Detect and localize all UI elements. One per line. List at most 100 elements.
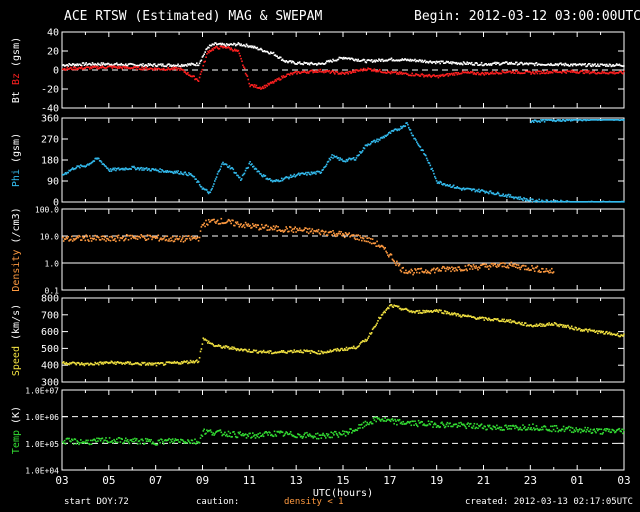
data-point <box>370 60 372 62</box>
data-point <box>427 420 430 422</box>
data-point <box>548 71 550 73</box>
data-point <box>342 430 344 432</box>
data-point <box>161 68 163 70</box>
data-point <box>125 63 127 65</box>
data-point <box>370 142 372 145</box>
data-point <box>551 430 553 433</box>
x-tick-label: 03 <box>55 474 68 487</box>
data-point <box>481 263 484 266</box>
data-point <box>247 435 250 438</box>
series-phi-wrap <box>530 119 625 124</box>
data-point <box>543 325 546 327</box>
data-point <box>484 63 486 65</box>
data-point <box>274 226 277 229</box>
data-point <box>123 65 125 68</box>
data-point <box>517 321 520 324</box>
data-point <box>330 231 332 233</box>
data-point <box>196 79 199 82</box>
data-point <box>374 61 377 63</box>
data-point <box>610 201 613 203</box>
data-point <box>330 350 332 353</box>
data-point <box>601 63 604 66</box>
data-point <box>389 132 392 134</box>
data-point <box>375 245 377 247</box>
data-point <box>188 235 190 237</box>
data-point <box>241 348 243 351</box>
data-point <box>553 119 556 122</box>
data-point <box>76 63 78 65</box>
data-point <box>97 362 99 364</box>
data-point <box>162 237 165 240</box>
data-point <box>169 441 171 444</box>
data-point <box>578 63 580 66</box>
data-point <box>218 345 221 347</box>
data-point <box>500 426 503 429</box>
data-point <box>243 226 246 229</box>
data-point <box>590 72 593 74</box>
data-point <box>478 64 480 66</box>
data-point <box>98 437 100 440</box>
data-point <box>155 169 158 172</box>
data-point <box>471 71 474 73</box>
data-point <box>77 165 79 168</box>
data-point <box>367 240 369 243</box>
data-point <box>575 427 577 429</box>
data-point <box>413 74 415 77</box>
data-point <box>257 433 259 435</box>
data-point <box>247 350 250 353</box>
data-point <box>295 174 297 177</box>
data-point <box>172 64 175 66</box>
data-point <box>74 66 77 69</box>
data-point <box>203 61 205 63</box>
data-point <box>542 119 545 121</box>
data-point <box>545 268 548 270</box>
data-point <box>271 180 274 183</box>
data-point <box>422 309 424 312</box>
data-point <box>437 76 440 79</box>
data-point <box>432 170 434 172</box>
data-point <box>344 349 347 351</box>
data-point <box>422 149 424 152</box>
data-point <box>580 64 583 67</box>
data-point <box>455 72 458 74</box>
data-point <box>586 429 588 431</box>
data-point <box>574 71 577 73</box>
data-point <box>270 52 273 54</box>
data-point <box>471 188 474 191</box>
data-point <box>503 265 505 268</box>
data-point <box>170 171 172 173</box>
data-point <box>291 351 294 354</box>
data-point <box>437 425 440 427</box>
data-point <box>490 427 493 430</box>
data-point <box>389 58 392 61</box>
data-point <box>567 200 569 203</box>
data-point <box>141 66 143 69</box>
data-point <box>130 168 132 170</box>
data-point <box>506 319 508 321</box>
data-point <box>207 50 209 53</box>
data-point <box>561 72 563 74</box>
data-point <box>619 201 622 203</box>
data-point <box>485 63 487 65</box>
data-point <box>222 433 224 436</box>
data-point <box>549 430 551 432</box>
data-point <box>131 63 133 65</box>
data-point <box>89 68 91 70</box>
data-point <box>366 421 368 424</box>
data-point <box>420 312 423 314</box>
data-point <box>557 71 559 73</box>
data-point <box>110 360 113 363</box>
data-point <box>503 195 505 197</box>
data-point <box>88 442 90 445</box>
data-point <box>165 171 168 173</box>
data-point <box>283 230 286 232</box>
data-point <box>371 141 374 143</box>
data-point <box>602 330 604 333</box>
data-point <box>225 222 227 224</box>
data-point <box>276 55 278 58</box>
data-point <box>500 63 503 65</box>
data-point <box>531 325 533 327</box>
data-point <box>375 324 377 326</box>
data-point <box>63 439 66 442</box>
data-point <box>467 63 469 65</box>
